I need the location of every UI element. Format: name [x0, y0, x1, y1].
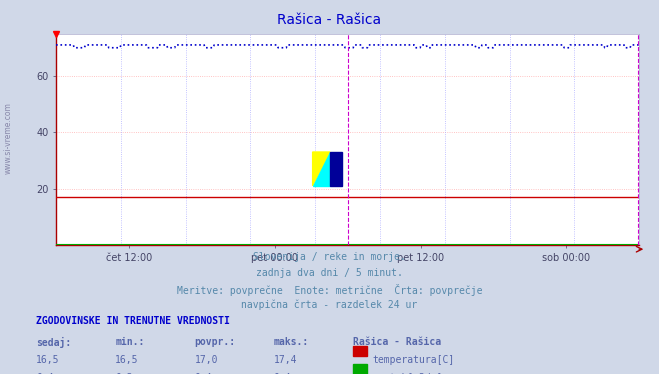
Text: Rašica - Rašica: Rašica - Rašica — [277, 13, 382, 27]
Text: zadnja dva dni / 5 minut.: zadnja dva dni / 5 minut. — [256, 268, 403, 278]
Text: Slovenija / reke in morje.: Slovenija / reke in morje. — [253, 252, 406, 263]
Text: maks.:: maks.: — [273, 337, 308, 347]
Text: temperatura[C]: temperatura[C] — [372, 355, 455, 365]
Text: min.:: min.: — [115, 337, 145, 347]
Polygon shape — [312, 152, 330, 186]
Text: navpična črta - razdelek 24 ur: navpična črta - razdelek 24 ur — [241, 300, 418, 310]
Text: 0,4: 0,4 — [36, 373, 54, 374]
Text: sedaj:: sedaj: — [36, 337, 71, 347]
Text: povpr.:: povpr.: — [194, 337, 235, 347]
Text: 17,0: 17,0 — [194, 355, 218, 365]
Polygon shape — [312, 152, 330, 186]
Text: Meritve: povprečne  Enote: metrične  Črta: povprečje: Meritve: povprečne Enote: metrične Črta:… — [177, 284, 482, 296]
Text: 0,4: 0,4 — [194, 373, 212, 374]
Text: 16,5: 16,5 — [36, 355, 60, 365]
Text: 17,4: 17,4 — [273, 355, 297, 365]
Text: pretok[m3/s]: pretok[m3/s] — [372, 373, 443, 374]
Text: 0,4: 0,4 — [273, 373, 291, 374]
Text: 16,5: 16,5 — [115, 355, 139, 365]
Bar — [330, 152, 343, 186]
Text: Rašica - Rašica: Rašica - Rašica — [353, 337, 441, 347]
Text: 0,3: 0,3 — [115, 373, 133, 374]
Text: ZGODOVINSKE IN TRENUTNE VREDNOSTI: ZGODOVINSKE IN TRENUTNE VREDNOSTI — [36, 316, 230, 326]
Text: www.si-vreme.com: www.si-vreme.com — [3, 102, 13, 174]
